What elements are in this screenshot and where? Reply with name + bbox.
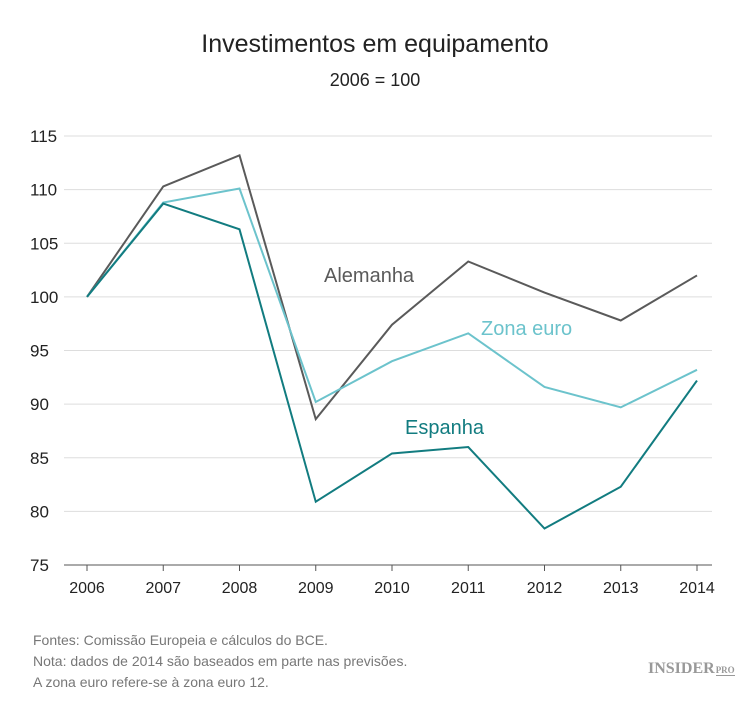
y-tick-label: 100 xyxy=(30,288,58,307)
note-eurozone: A zona euro refere-se à zona euro 12. xyxy=(33,674,269,690)
notes: Fontes: Comissão Europeia e cálculos do … xyxy=(33,630,407,693)
x-tick-label: 2009 xyxy=(298,580,334,597)
y-tick-label: 105 xyxy=(30,234,58,253)
series-line-alemanha xyxy=(86,153,698,422)
series-line-espanha xyxy=(86,202,698,530)
chart-subtitle: 2006 = 100 xyxy=(329,70,421,90)
y-tick-label: 75 xyxy=(30,556,49,575)
logo-main: INSIDER xyxy=(648,660,715,677)
series-label: Espanha xyxy=(405,417,485,439)
y-tick-label: 85 xyxy=(30,449,49,468)
x-tick-label: 2007 xyxy=(145,580,181,597)
y-tick-label: 115 xyxy=(30,127,57,146)
x-tick-label: 2011 xyxy=(451,580,486,597)
y-tick-label: 90 xyxy=(30,395,49,414)
x-tick-label: 2014 xyxy=(679,580,715,597)
x-tick-label: 2008 xyxy=(222,580,258,597)
x-tick-label: 2013 xyxy=(603,580,639,597)
y-tick-label: 110 xyxy=(30,181,57,200)
y-tick-label: 80 xyxy=(30,502,49,521)
y-tick-label: 95 xyxy=(30,342,49,361)
series-label: Alemanha xyxy=(324,265,415,287)
x-tick-label: 2006 xyxy=(69,580,105,597)
note-forecast: Nota: dados de 2014 são baseados em part… xyxy=(33,653,408,669)
series-line-zona-euro xyxy=(86,187,698,409)
x-tick-label: 2012 xyxy=(527,580,563,597)
series-label: Zona euro xyxy=(481,318,572,340)
insider-pro-logo: INSIDERPRO xyxy=(648,660,735,678)
x-tick-label: 2010 xyxy=(374,580,410,597)
logo-sub: PRO xyxy=(715,665,735,676)
note-sources: Fontes: Comissão Europeia e cálculos do … xyxy=(33,632,328,648)
chart-title: Investimentos em equipamento xyxy=(201,30,549,58)
